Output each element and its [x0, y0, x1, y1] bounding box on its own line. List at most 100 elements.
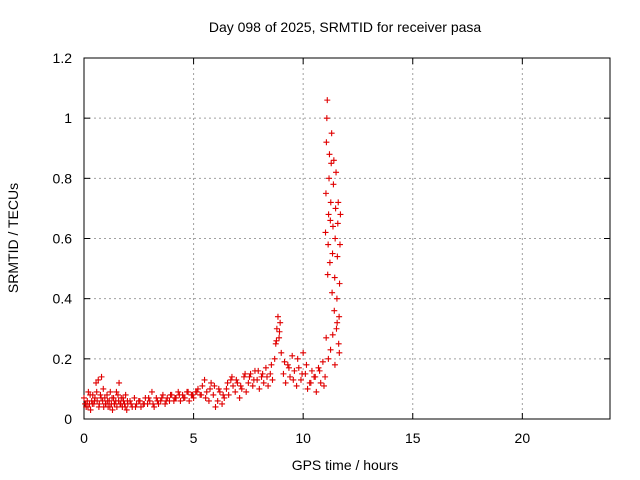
data-point [322, 373, 329, 380]
data-point [335, 340, 342, 347]
data-point [285, 364, 292, 371]
data-point [141, 400, 148, 407]
y-tick-label: 1.2 [53, 50, 73, 66]
data-point [294, 355, 301, 362]
y-tick-label: 1 [64, 110, 72, 126]
data-point [133, 400, 140, 407]
data-point [238, 385, 245, 392]
data-point [193, 388, 200, 395]
data-point [91, 397, 98, 404]
data-point [109, 406, 116, 413]
data-point [329, 223, 336, 230]
data-point [97, 391, 104, 398]
data-point [234, 379, 241, 386]
data-point [308, 367, 315, 374]
data-point [255, 367, 262, 374]
data-point [336, 241, 343, 248]
data-point [240, 373, 247, 380]
data-point [325, 241, 332, 248]
y-tick-label: 0.6 [53, 231, 73, 247]
data-point [236, 394, 243, 401]
y-tick-label: 0.8 [53, 170, 73, 186]
data-point [325, 355, 332, 362]
data-point [233, 376, 240, 383]
data-point [334, 220, 341, 227]
data-point [99, 397, 106, 404]
data-point [148, 388, 155, 395]
data-point [219, 400, 226, 407]
data-point [336, 313, 343, 320]
data-point [247, 370, 254, 377]
data-point [274, 313, 281, 320]
data-series-srmtid [81, 97, 344, 413]
data-point [113, 403, 120, 410]
axis-layer: 0 5 10 15 20 0 0.2 0.4 0.6 0.8 1 1.2 [53, 50, 611, 446]
data-point [324, 271, 331, 278]
x-tick-label: 20 [515, 430, 531, 446]
data-point [98, 394, 105, 401]
data-point [316, 367, 323, 374]
data-point [264, 373, 271, 380]
data-point [84, 403, 91, 410]
data-point [163, 397, 170, 404]
data-point [132, 403, 139, 410]
data-point [194, 385, 201, 392]
data-point [207, 385, 214, 392]
data-point [317, 379, 324, 386]
chart-title: Day 098 of 2025, SRMTID for receiver pas… [209, 19, 482, 35]
data-point [131, 394, 138, 401]
data-point [100, 385, 107, 392]
data-point [291, 367, 298, 374]
data-point [326, 259, 333, 266]
data-point [323, 139, 330, 146]
data-point [312, 373, 319, 380]
data-point [215, 385, 222, 392]
data-point [304, 385, 311, 392]
data-point [150, 400, 157, 407]
data-point [221, 394, 228, 401]
data-point [115, 397, 122, 404]
data-point [180, 394, 187, 401]
data-point [87, 406, 94, 413]
data-point [136, 397, 143, 404]
data-point [276, 334, 283, 341]
data-point [287, 373, 294, 380]
data-point [93, 379, 100, 386]
data-point [290, 376, 297, 383]
data-point [171, 394, 178, 401]
data-point [277, 319, 284, 326]
data-point [93, 388, 100, 395]
data-point [220, 391, 227, 398]
data-point [164, 394, 171, 401]
data-point [262, 364, 269, 371]
data-point [265, 382, 272, 389]
data-point [211, 382, 218, 389]
data-point [326, 175, 333, 182]
data-point [330, 181, 337, 188]
data-point [81, 394, 87, 401]
x-tick-label: 15 [405, 430, 421, 446]
data-point [95, 403, 102, 410]
data-point [214, 397, 221, 404]
data-point [123, 406, 130, 413]
data-point [284, 361, 291, 368]
data-point [325, 211, 332, 218]
data-point [190, 394, 197, 401]
data-point [106, 403, 113, 410]
data-point [98, 373, 105, 380]
data-point [333, 169, 340, 176]
data-point [202, 394, 209, 401]
data-point [295, 364, 302, 371]
data-point [104, 397, 111, 404]
data-point [237, 382, 244, 389]
data-point [328, 160, 335, 167]
data-point [245, 379, 252, 386]
data-point [159, 391, 166, 398]
data-point [198, 391, 205, 398]
data-point [330, 157, 337, 164]
data-point [82, 400, 89, 407]
data-point [331, 274, 338, 281]
data-point [210, 391, 217, 398]
data-point [333, 295, 340, 302]
